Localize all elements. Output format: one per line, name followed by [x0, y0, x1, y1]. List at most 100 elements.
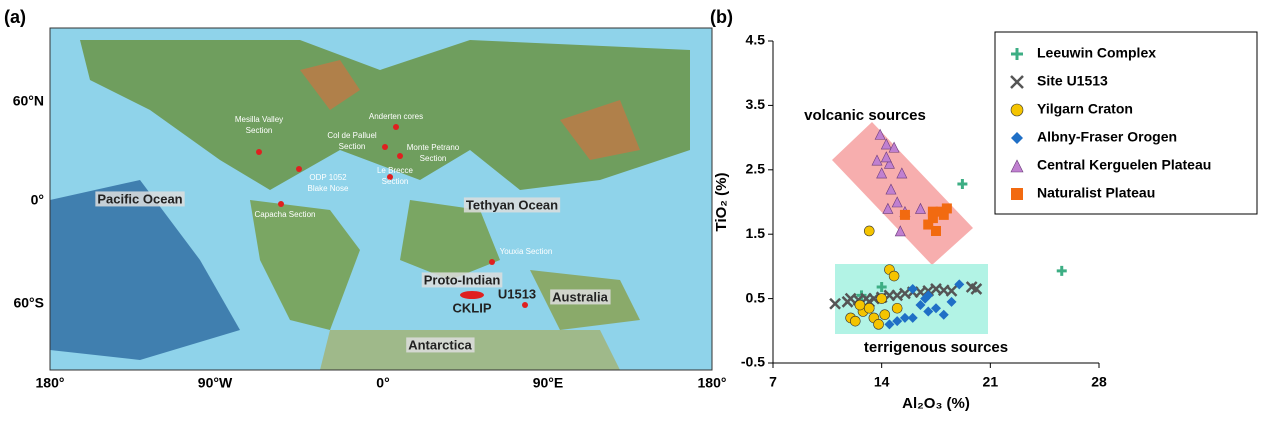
- place-label: Section: [339, 142, 366, 151]
- legend-label: Site U1513: [1037, 73, 1108, 89]
- marker: [876, 167, 888, 179]
- marker: [907, 283, 918, 294]
- marker: [899, 209, 910, 220]
- marker: [923, 306, 934, 317]
- marker: [941, 203, 952, 214]
- site-dots: [256, 124, 528, 308]
- marker: [880, 151, 892, 163]
- map-x-tick: 90°W: [198, 375, 233, 391]
- deep-ocean: [50, 180, 240, 360]
- map-x-tick: 180°: [698, 375, 727, 391]
- marker: [970, 283, 983, 295]
- region-label: Australia: [552, 289, 608, 304]
- region-label-bg: [421, 272, 503, 288]
- marker: [885, 183, 897, 195]
- region-label-bg: [463, 197, 561, 213]
- marker: [914, 202, 926, 214]
- marker: [876, 282, 887, 293]
- marker: [863, 225, 875, 237]
- marker: [863, 302, 875, 314]
- place-label: Capacha Section: [255, 210, 316, 219]
- place-label: ODP 1052: [309, 173, 347, 182]
- y-axis-label: TiO₂ (%): [713, 173, 730, 232]
- legend-label: Leeuwin Complex: [1037, 45, 1156, 61]
- region-label-bg: [95, 191, 185, 207]
- map: Mesilla Valley Section ODP 1052 Blake Nose A…: [49, 27, 713, 371]
- marker: [894, 225, 906, 237]
- map-y-tick: 60°N: [13, 93, 44, 109]
- marker: [1010, 75, 1024, 89]
- region-label: Antarctica: [408, 337, 472, 352]
- marker: [899, 312, 910, 323]
- marker: [927, 213, 938, 224]
- marker: [896, 167, 908, 179]
- marker: [829, 297, 841, 310]
- legend: [994, 31, 1258, 215]
- marker: [891, 302, 903, 314]
- map-x-tick: 0°: [376, 375, 389, 391]
- y-tick-label: 0.5: [746, 289, 766, 305]
- marker: [938, 309, 949, 320]
- marker: [888, 270, 900, 282]
- marker: [927, 206, 938, 217]
- marker: [920, 293, 931, 304]
- place-label: CKLIP: [453, 300, 492, 315]
- landmass: [400, 200, 500, 280]
- marker: [957, 178, 968, 189]
- place-label: Monte Petrano: [407, 143, 460, 152]
- marker: [915, 300, 926, 311]
- marker: [892, 316, 903, 327]
- y-tick-label: 1.5: [746, 225, 766, 241]
- place-label: Section: [246, 126, 273, 135]
- place-label: Le Brecce: [377, 166, 414, 175]
- region-label-bg: [406, 337, 475, 353]
- marker: [1011, 188, 1023, 200]
- region-label: Proto-Indian: [424, 272, 501, 287]
- highland: [300, 60, 640, 160]
- map-y-tick: 60°S: [13, 295, 44, 311]
- marker: [873, 319, 884, 330]
- place-label: Col de Palluel: [327, 131, 377, 140]
- place-label: Mesilla Valley: [235, 115, 283, 124]
- marker: [1011, 132, 1023, 144]
- annotation: volcanic sources: [804, 107, 926, 124]
- marker: [938, 209, 949, 220]
- x-tick-label: 21: [983, 374, 999, 390]
- marker: [1011, 48, 1023, 60]
- marker: [879, 309, 891, 321]
- marker: [1010, 103, 1024, 117]
- marker: [954, 279, 965, 290]
- x-tick-label: 14: [874, 374, 890, 390]
- y-tick-label: 2.5: [746, 161, 766, 177]
- marker: [874, 128, 886, 140]
- marker: [1056, 265, 1067, 276]
- marker: [888, 141, 900, 153]
- marker: [871, 154, 883, 166]
- marker: [884, 319, 895, 330]
- y-tick-label: 4.5: [746, 32, 766, 48]
- region-label-bg: [550, 289, 611, 305]
- legend-label: Naturalist Plateau: [1037, 185, 1155, 201]
- volcanic-field: [832, 122, 973, 265]
- marker: [931, 225, 941, 236]
- legend-label: Central Kerguelen Plateau: [1037, 157, 1211, 173]
- panel-label: (a): [4, 7, 26, 27]
- marker: [883, 157, 895, 169]
- place-label: Section: [420, 154, 447, 163]
- place-label: Youxia Section: [500, 247, 553, 256]
- marker: [923, 219, 934, 230]
- y-tick-label: -0.5: [741, 354, 765, 370]
- map-frame: [49, 27, 713, 371]
- legend-label: Albny-Fraser Orogen: [1037, 129, 1177, 145]
- marker: [931, 303, 941, 314]
- legend-label: Yilgarn Craton: [1037, 101, 1133, 117]
- marker: [854, 299, 866, 311]
- x-tick-label: 7: [769, 374, 777, 390]
- marker: [882, 202, 894, 214]
- panel-label: (b): [710, 7, 733, 27]
- landmass: [80, 40, 690, 190]
- marker: [849, 315, 861, 327]
- marker: [880, 138, 892, 150]
- marker: [945, 284, 958, 297]
